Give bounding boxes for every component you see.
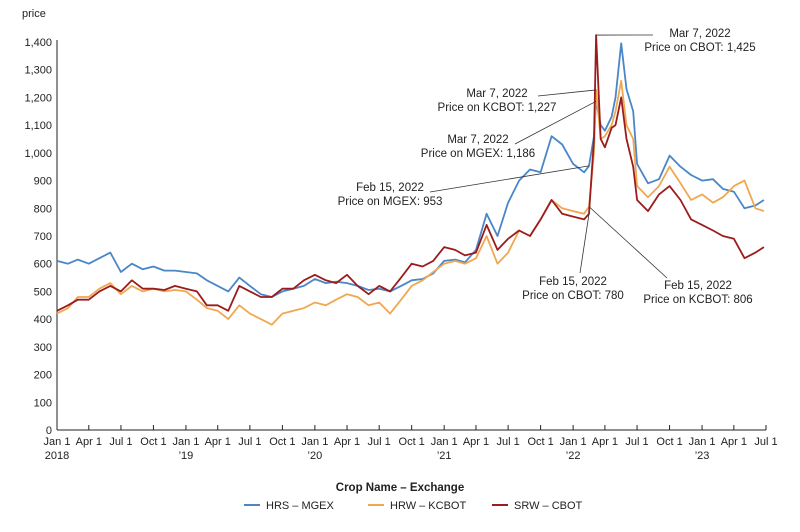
- legend-title: Crop Name – Exchange: [336, 482, 464, 494]
- y-tick-label: 1,000: [24, 148, 52, 160]
- annotation-date: Mar 7, 2022: [669, 28, 730, 40]
- annotation-leader-line: [580, 214, 589, 273]
- x-tick-label: Apr 1: [463, 436, 489, 448]
- annotation-date: Feb 15, 2022: [356, 182, 424, 194]
- x-tick-year-label: ’23: [695, 450, 710, 462]
- y-tick-label: 600: [34, 259, 52, 271]
- x-tick-year-label: ’21: [437, 450, 452, 462]
- x-tick-year-label: ’19: [179, 450, 194, 462]
- y-tick-label: 1,200: [24, 92, 52, 104]
- y-tick-label: 300: [34, 342, 52, 354]
- x-tick-label: Apr 1: [76, 436, 102, 448]
- x-tick-label: Oct 1: [527, 436, 553, 448]
- annotation-price: Price on CBOT: 780: [522, 290, 624, 302]
- annotation-date: Feb 15, 2022: [664, 280, 732, 292]
- x-tick-label: Jul 1: [238, 436, 261, 448]
- x-axis: Jan 1 2018 Apr 1 Jul 1 Oct 1 Jan 1 ’19 Apr 1 Jul…: [44, 425, 778, 462]
- y-tick-label: 500: [34, 286, 52, 298]
- annotation-price: Price on KCBOT: 806: [643, 294, 752, 306]
- y-tick-label: 100: [34, 397, 52, 409]
- legend-label-0: HRS – MGEX: [266, 500, 335, 512]
- x-tick-label: Jul 1: [496, 436, 519, 448]
- legend-label-1: HRW – KCBOT: [390, 500, 466, 512]
- y-tick-label: 1,400: [24, 37, 52, 49]
- x-tick-label: Jan 1: [44, 436, 71, 448]
- x-tick-label: Jan 1: [689, 436, 716, 448]
- x-tick-label: Oct 1: [399, 436, 425, 448]
- legend: HRS – MGEX HRW – KCBOT SRW – CBOT: [244, 500, 583, 512]
- annotation-leader-line: [538, 90, 596, 96]
- x-tick-year-label: ’20: [308, 450, 323, 462]
- series-line-0: [57, 43, 764, 297]
- x-tick-label: Jan 1: [301, 436, 328, 448]
- annotation-date: Feb 15, 2022: [539, 276, 607, 288]
- y-axis: 01002003004005006007008009001,0001,1001,…: [24, 37, 57, 437]
- y-axis-label: price: [22, 8, 46, 20]
- x-tick-label: Apr 1: [205, 436, 231, 448]
- x-tick-label: Oct 1: [656, 436, 682, 448]
- annotation-price: Price on CBOT: 1,425: [644, 42, 755, 54]
- annotation-date: Mar 7, 2022: [466, 88, 527, 100]
- annotation-leader-line: [589, 207, 667, 278]
- x-tick-label: Apr 1: [334, 436, 360, 448]
- legend-label-2: SRW – CBOT: [514, 500, 583, 512]
- x-tick-label: Jul 1: [754, 436, 777, 448]
- annotations: Mar 7, 2022 Price on CBOT: 1,425 Mar 7, 20…: [338, 28, 756, 306]
- x-tick-label: Oct 1: [140, 436, 166, 448]
- x-tick-label: Jul 1: [109, 436, 132, 448]
- y-tick-label: 900: [34, 176, 52, 188]
- y-tick-label: 200: [34, 370, 52, 382]
- annotation-price: Price on MGEX: 1,186: [421, 148, 535, 160]
- x-tick-label: Jan 1: [172, 436, 199, 448]
- x-tick-year-label: 2018: [45, 450, 69, 462]
- annotation-date: Mar 7, 2022: [447, 134, 508, 146]
- x-tick-label: Jan 1: [560, 436, 587, 448]
- x-tick-label: Oct 1: [269, 436, 295, 448]
- y-tick-label: 800: [34, 203, 52, 215]
- x-tick-label: Apr 1: [721, 436, 747, 448]
- annotation-leader-line: [430, 166, 589, 192]
- x-tick-label: Jul 1: [368, 436, 391, 448]
- y-tick-label: 1,300: [24, 65, 52, 77]
- series-lines: [57, 35, 764, 325]
- y-tick-label: 1,100: [24, 120, 52, 132]
- x-tick-label: Jul 1: [625, 436, 648, 448]
- x-tick-label: Jan 1: [431, 436, 458, 448]
- annotation-price: Price on MGEX: 953: [338, 196, 443, 208]
- y-tick-label: 700: [34, 231, 52, 243]
- x-tick-label: Apr 1: [592, 436, 618, 448]
- y-tick-label: 400: [34, 314, 52, 326]
- annotation-price: Price on KCBOT: 1,227: [438, 102, 557, 114]
- x-tick-year-label: ’22: [566, 450, 581, 462]
